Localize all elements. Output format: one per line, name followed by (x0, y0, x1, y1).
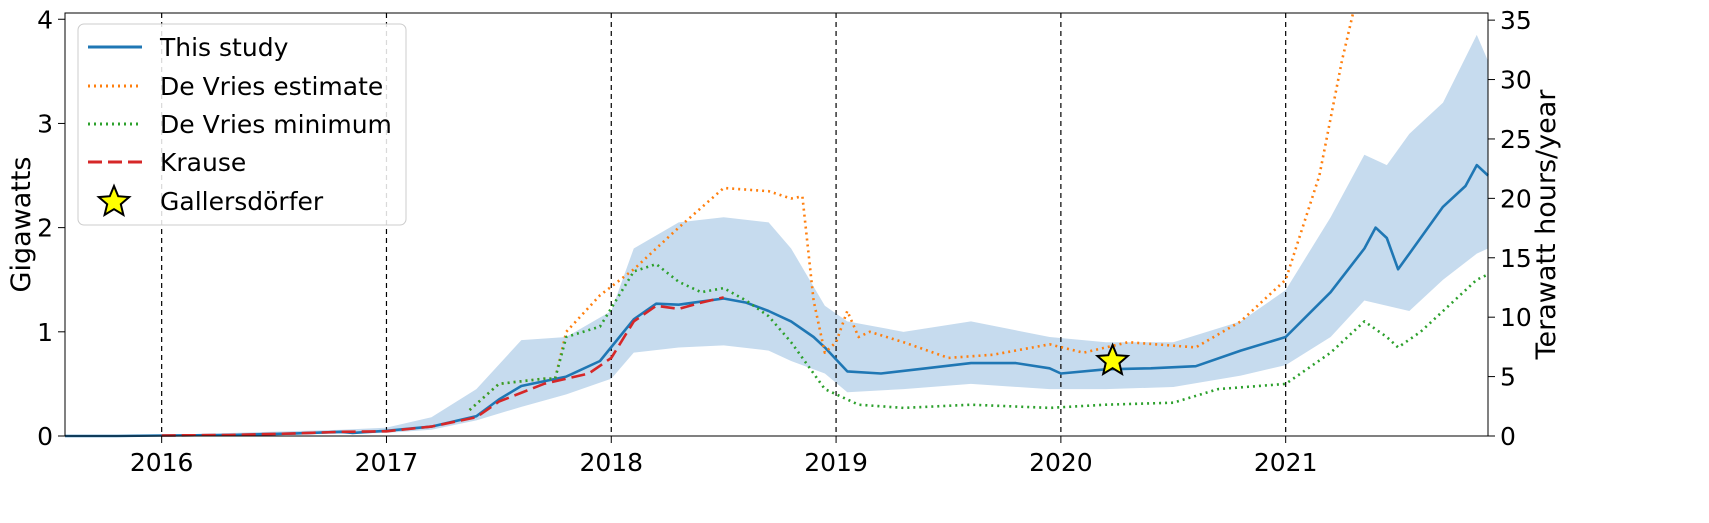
y-tick-label: 1 (37, 318, 53, 347)
x-tick-label: 2019 (804, 448, 868, 477)
legend-label-gallersdorfer: Gallersdörfer (160, 187, 324, 216)
y-right-tick-label: 35 (1500, 6, 1532, 35)
y-tick-label: 3 (37, 109, 53, 138)
y-right-tick-label: 20 (1500, 184, 1532, 213)
y-right-tick-label: 30 (1500, 66, 1532, 95)
y-tick-label: 4 (37, 5, 53, 34)
y-right-tick-label: 10 (1500, 303, 1532, 332)
confidence-band-layer (65, 34, 1488, 437)
y-tick-label: 0 (37, 422, 53, 451)
y-axis-right-label: Terawatt hours/year (1531, 89, 1562, 361)
x-tick-label: 2018 (579, 448, 643, 477)
x-axis-ticks: 2016 2017 2018 2019 2020 2021 (130, 436, 1318, 477)
y-axis-left-ticks: 0 1 2 3 4 (37, 5, 65, 451)
series-line-de-vries-minimum (468, 262, 1489, 411)
y-axis-right-ticks: 0 5 10 15 20 25 30 35 (1488, 6, 1532, 451)
markers (1094, 342, 1131, 377)
x-tick-label: 2017 (355, 448, 419, 477)
legend-box (77, 23, 407, 226)
legend-star-icon (96, 183, 132, 218)
series-lines (65, 12, 1489, 438)
confidence-band (65, 34, 1488, 437)
legend-label-krause: Krause (160, 148, 246, 177)
x-tick-label: 2021 (1254, 448, 1318, 477)
series-line-krause (161, 296, 724, 437)
y-right-tick-label: 15 (1500, 244, 1532, 273)
y-right-tick-label: 25 (1500, 125, 1532, 154)
legend-label-de-vries-minimum: De Vries minimum (160, 110, 392, 139)
plot-frame (64, 12, 1489, 437)
y-right-tick-label: 5 (1500, 363, 1516, 392)
y-tick-label: 2 (37, 214, 53, 243)
y-axis-left-label: Gigawatts (6, 157, 37, 293)
legend: This study De Vries estimate De Vries mi… (77, 23, 407, 226)
legend-label-de-vries-estimate: De Vries estimate (160, 72, 383, 101)
y-right-tick-label: 0 (1500, 422, 1516, 451)
series-line-de-vries-estimate (468, 12, 1355, 411)
x-tick-label: 2020 (1029, 448, 1093, 477)
x-tick-label: 2016 (130, 448, 194, 477)
legend-label-this-study: This study (159, 33, 289, 62)
marker-star-icon (1094, 342, 1131, 377)
